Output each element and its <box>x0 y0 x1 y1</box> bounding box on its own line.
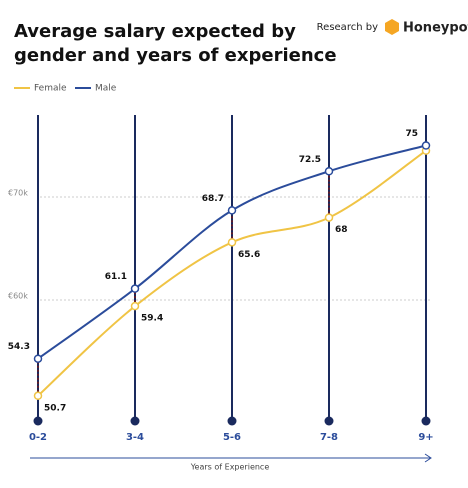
data-label: 50.7 <box>44 403 66 413</box>
data-point <box>130 284 140 293</box>
data-point <box>33 354 43 363</box>
brand-name: Honeypot <box>403 21 468 36</box>
brand-prefix: Research by <box>317 22 378 33</box>
x-tick-label: 9+ <box>418 432 433 443</box>
x-axis-title: Years of Experience <box>190 463 270 472</box>
data-point <box>421 141 431 150</box>
category-dot <box>130 416 140 426</box>
data-point <box>130 301 140 311</box>
x-tick-label: 0-2 <box>29 432 47 443</box>
data-point <box>324 213 334 222</box>
brand-logo <box>385 19 399 35</box>
legend-label: Female <box>34 84 67 94</box>
data-point <box>324 167 334 176</box>
y-tick-label: €60k <box>8 292 28 301</box>
x-axis-arrowhead <box>424 453 432 463</box>
data-label: 68.7 <box>202 194 224 204</box>
x-tick-label: 3-4 <box>126 432 144 443</box>
data-point <box>227 238 237 247</box>
data-label: 54.3 <box>8 342 30 352</box>
legend-label: Male <box>95 84 117 94</box>
data-label: 65.6 <box>238 250 260 260</box>
category-dot <box>33 416 43 426</box>
y-tick-label: €70k <box>8 189 28 198</box>
category-dot <box>227 416 237 426</box>
data-point <box>227 206 237 215</box>
x-tick-label: 7-8 <box>320 432 338 443</box>
category-dot <box>324 416 334 426</box>
category-dot <box>421 416 431 426</box>
chart-title: Average salary expected by <box>14 21 296 42</box>
x-tick-label: 5-6 <box>223 432 241 443</box>
data-label: 59.4 <box>141 314 163 324</box>
chart-title: gender and years of experience <box>14 45 337 66</box>
data-label: 68 <box>335 225 348 235</box>
data-label: 75 <box>405 129 418 139</box>
data-label: 72.5 <box>299 155 321 165</box>
data-label: 61.1 <box>105 272 127 282</box>
data-point <box>33 391 43 401</box>
